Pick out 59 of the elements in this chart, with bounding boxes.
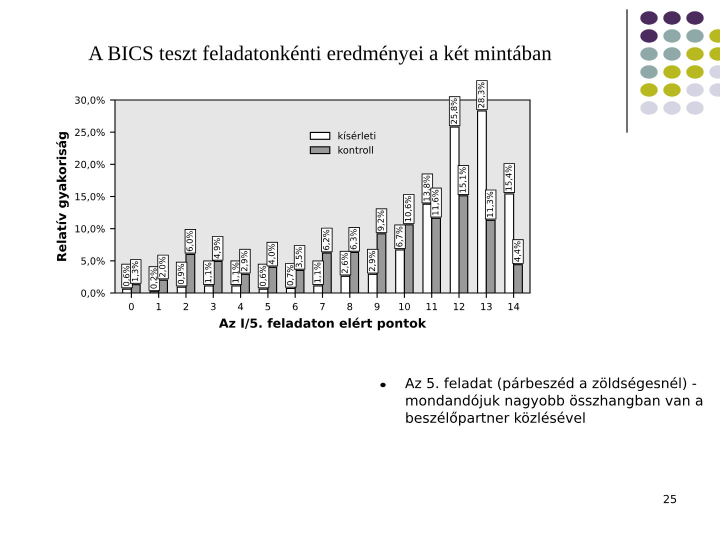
data-label: 6,3% <box>350 229 358 250</box>
x-axis-title: Az I/5. feladaton elért pontok <box>218 318 426 330</box>
data-label: 11,3% <box>486 192 494 217</box>
y-tick-label: 25,0% <box>75 128 105 137</box>
x-tick-label: 2 <box>184 302 188 310</box>
data-label: 0,6% <box>260 266 267 286</box>
x-tick-label: 12 <box>454 302 464 310</box>
x-tick-label: 3 <box>210 302 216 310</box>
x-tick-label: 1 <box>156 303 161 310</box>
y-tick-label: 20,0% <box>75 160 105 170</box>
data-label: 0,2% <box>150 268 158 289</box>
y-tick-label: 0,0% <box>81 289 105 298</box>
data-label: 15,1% <box>459 167 467 192</box>
chart-title: A BICS teszt feladatonkénti eredményei a két mintában <box>88 45 552 65</box>
data-label: 25,8% <box>450 98 458 124</box>
data-label: 4,4% <box>514 241 522 262</box>
data-label: 15,4% <box>505 165 513 190</box>
legend-label: kísérleti <box>338 132 376 140</box>
x-tick-label: 5 <box>266 303 270 310</box>
data-label: 1,1% <box>314 262 322 282</box>
y-axis-title: Relatív gyakoriság <box>56 132 69 261</box>
x-tick-label: 13 <box>481 302 492 310</box>
y-tick-label: 10,0% <box>75 225 105 234</box>
x-tick-label: 10 <box>399 302 410 310</box>
x-tick-label: 4 <box>238 303 244 310</box>
data-label: 1,3% <box>132 261 140 282</box>
data-label: 10,6% <box>404 196 412 222</box>
data-label: 1,1% <box>205 262 212 282</box>
y-tick-label: 15,0% <box>75 192 105 202</box>
data-label: 2,9% <box>368 251 376 272</box>
text: 25 <box>664 494 676 504</box>
data-label: 6,7% <box>396 226 404 247</box>
x-tick-label: 6 <box>292 302 298 310</box>
data-label: 4,0% <box>268 244 276 264</box>
data-label: 9,2% <box>378 210 385 231</box>
data-label: 0,7% <box>286 265 294 286</box>
data-label: 3,5% <box>296 247 303 268</box>
x-tick-label: 14 <box>508 303 520 310</box>
data-label: 1,1% <box>232 262 240 282</box>
data-label: 28,3% <box>478 82 486 108</box>
data-label: 13,8% <box>423 176 431 201</box>
x-tick-label: 11 <box>426 303 437 310</box>
x-tick-label: 8 <box>347 302 352 310</box>
data-label: 0,9% <box>178 264 185 284</box>
x-tick-label: 9 <box>374 302 380 310</box>
data-label: 4,9% <box>214 238 221 258</box>
y-tick-label: 5,0% <box>81 257 105 266</box>
legend-label: kontroll <box>338 146 373 154</box>
x-tick-label: 0 <box>128 302 134 310</box>
data-label: 11,6% <box>432 190 440 215</box>
data-label: 2,0% <box>159 256 166 277</box>
data-label: 2,9% <box>241 251 248 272</box>
data-label: 2,6% <box>342 252 349 274</box>
data-label: 0,6% <box>123 266 130 286</box>
y-tick-label: 30,0% <box>75 96 105 105</box>
text: Az 5. feladat (párbeszéd a zöldségesnél) - mondandójuk nagyobb összhangban van a beszélőpartner közlésével <box>405 377 702 426</box>
data-label: 6,0% <box>186 231 194 252</box>
x-tick-label: 7 <box>320 303 325 310</box>
data-label: 6,2% <box>322 230 330 250</box>
